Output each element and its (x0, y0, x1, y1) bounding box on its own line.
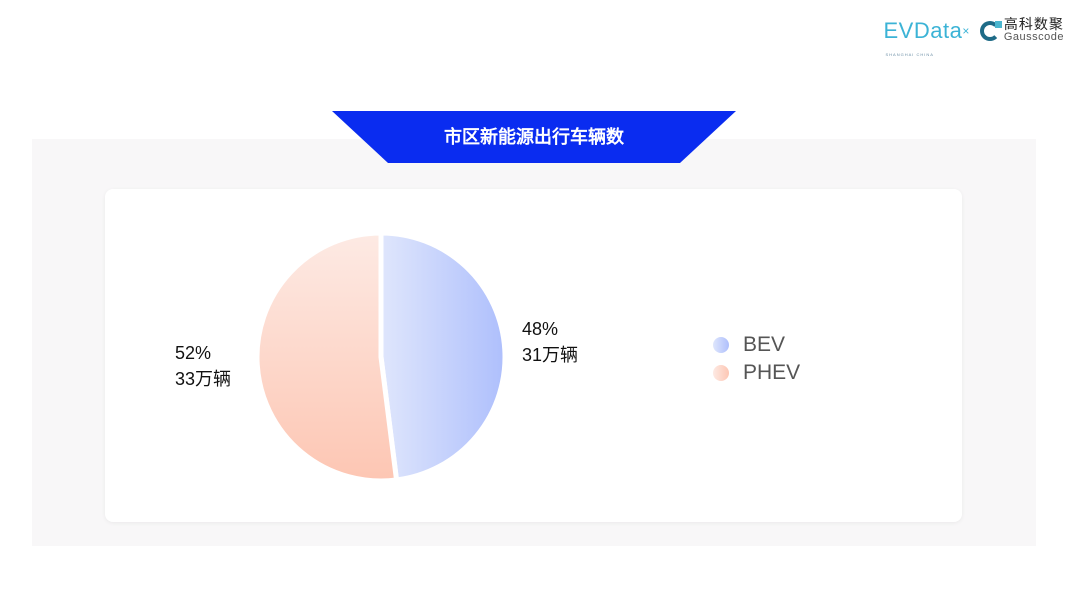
chart-card: 48% 31万辆 52% 33万辆 (105, 189, 962, 522)
evdata-logo-text: EVData (883, 18, 963, 43)
chart-legend: BEV PHEV (713, 331, 800, 387)
bev-data-label: 48% 31万辆 (522, 316, 578, 368)
pie-slice-phev (254, 230, 400, 484)
legend-swatch-bev (713, 337, 729, 353)
gausscode-logo: 高科数聚 Gausscode (979, 16, 1064, 44)
pie-chart (254, 230, 508, 484)
evdata-logo: EVData× SHANGHAI CHINA (883, 18, 970, 58)
gausscode-logo-cn: 高科数聚 (1003, 16, 1064, 32)
legend-label-phev: PHEV (743, 361, 801, 384)
legend-item-bev: BEV (713, 331, 800, 359)
legend-item-phev: PHEV (713, 359, 800, 387)
legend-label-bev: BEV (743, 333, 786, 356)
bev-value-label: 31万辆 (522, 345, 579, 365)
evdata-logo-mark: × (962, 24, 970, 38)
phev-percent-label: 52% (175, 343, 212, 363)
bev-percent-label: 48% (522, 319, 559, 339)
gausscode-logo-icon (979, 21, 1002, 41)
pie-slice-bev (378, 230, 508, 483)
evdata-logo-sub: SHANGHAI CHINA (885, 52, 934, 57)
title-banner: 市区新能源出行车辆数 (332, 111, 736, 163)
legend-swatch-phev (713, 365, 729, 381)
page-title: 市区新能源出行车辆数 (444, 127, 624, 147)
phev-data-label: 52% 33万辆 (175, 340, 231, 392)
logos: EVData× SHANGHAI CHINA 高科数聚 Gausscode (883, 16, 1065, 58)
banner-shape (332, 111, 736, 163)
gausscode-logo-en: Gausscode (1003, 31, 1064, 43)
phev-value-label: 33万辆 (175, 369, 232, 389)
